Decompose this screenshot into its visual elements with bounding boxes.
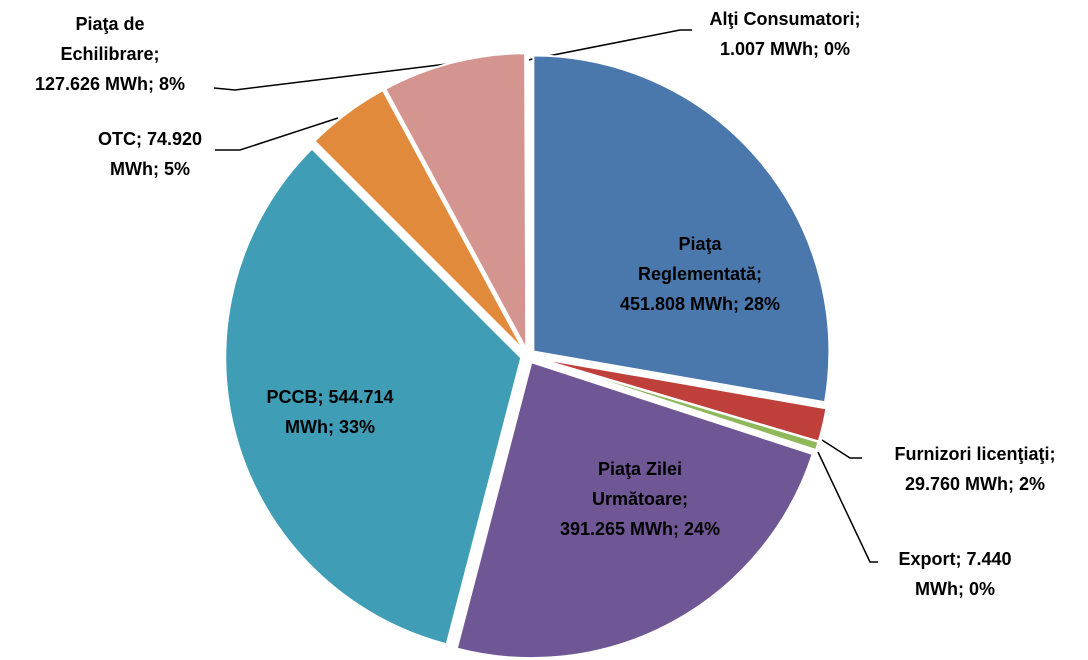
pie-slice bbox=[383, 52, 528, 350]
slice-label: Furnizori licenţiaţi; 29.760 MWh; 2% bbox=[894, 444, 1055, 494]
pie-slice bbox=[534, 357, 820, 452]
leader-line bbox=[817, 451, 878, 563]
leader-lines bbox=[213, 29, 878, 563]
slice-label: Export; 7.440 MWh; 0% bbox=[898, 549, 1011, 599]
slice-label: Piaţa Reglementată; 451.808 MWh; 28% bbox=[620, 234, 780, 314]
slice-label: PCCB; 544.714 MWh; 33% bbox=[266, 387, 393, 437]
leader-line bbox=[213, 62, 456, 91]
pie-slice bbox=[313, 88, 525, 352]
slice-label: Piaţa Zilei Următoare; 391.265 MWh; 24% bbox=[560, 459, 720, 539]
slice-label: Alţi Consumatori; 1.007 MWh; 0% bbox=[710, 9, 861, 59]
pie-slice bbox=[455, 360, 814, 660]
pie-slice bbox=[224, 147, 523, 646]
slice-label: Piaţa de Echilibrare; 127.626 MWh; 8% bbox=[35, 14, 185, 94]
leader-line bbox=[527, 29, 692, 61]
pie-slice bbox=[532, 54, 831, 404]
slice-label: OTC; 74.920 MWh; 5% bbox=[98, 129, 202, 179]
leader-line bbox=[821, 439, 862, 459]
pie-slice bbox=[525, 51, 529, 350]
leader-line bbox=[215, 117, 339, 151]
